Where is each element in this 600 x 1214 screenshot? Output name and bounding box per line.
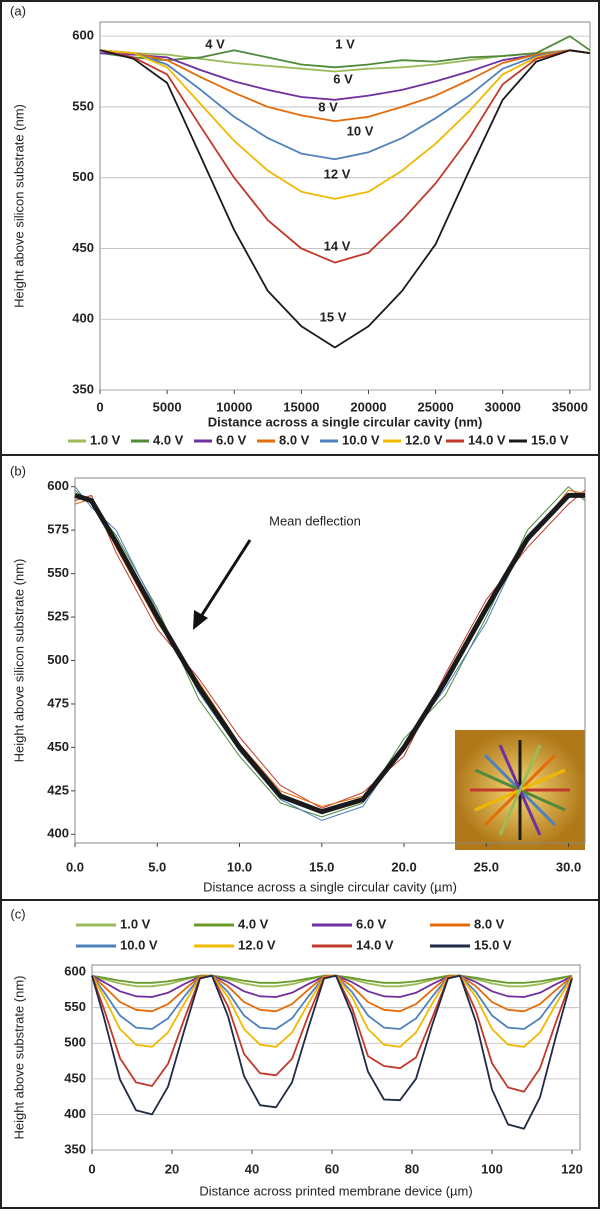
data-line	[99, 49, 591, 264]
y-tick-label: 350	[64, 1141, 86, 1156]
annotation: 10 V	[347, 123, 374, 138]
x-tick-label: 30000	[485, 399, 521, 414]
data-line	[99, 49, 591, 161]
x-tick-label: 35000	[552, 399, 588, 414]
legend-label: 10.0 V	[120, 937, 158, 952]
y-tick-label: 400	[47, 826, 69, 841]
x-tick-label: 120	[561, 1161, 583, 1176]
y-tick-label: 550	[47, 565, 69, 580]
y-axis-label: Height above silicon substrate (nm)	[11, 104, 26, 308]
inset-image	[455, 730, 585, 850]
y-tick-label: 400	[64, 1106, 86, 1121]
y-tick-label: 450	[47, 739, 69, 754]
legend-label: 14.0 V	[356, 937, 394, 952]
y-axis-label: Height above substrate (nm)	[11, 975, 26, 1139]
y-tick-label: 500	[64, 1035, 86, 1050]
legend-label: 12.0 V	[405, 432, 443, 447]
x-tick-label: 20.0	[391, 859, 416, 874]
data-line	[99, 49, 591, 101]
x-tick-label: 25.0	[474, 859, 499, 874]
annotation: 14 V	[324, 238, 351, 253]
legend-label: 1.0 V	[90, 432, 121, 447]
x-tick-label: 60	[325, 1161, 339, 1176]
x-tick-label: 5000	[153, 399, 182, 414]
annotation: 1 V	[335, 36, 355, 51]
y-tick-label: 500	[47, 652, 69, 667]
x-tick-label: 15000	[283, 399, 319, 414]
data-line	[91, 974, 573, 1130]
annotation: 15 V	[320, 309, 347, 324]
data-line	[91, 974, 573, 998]
x-tick-label: 40	[245, 1161, 259, 1176]
data-line	[74, 492, 585, 815]
arrow	[193, 539, 252, 630]
x-axis-label: Distance across a single circular cavity…	[203, 879, 457, 894]
data-line	[91, 974, 573, 1048]
y-tick-label: 400	[72, 311, 94, 326]
legend-label: 1.0 V	[120, 916, 151, 931]
x-tick-label: 100	[481, 1161, 503, 1176]
x-tick-label: 80	[405, 1161, 419, 1176]
annotation: Mean deflection	[269, 513, 361, 528]
legend-label: 14.0 V	[468, 432, 506, 447]
x-tick-label: 10000	[216, 399, 252, 414]
x-axis-label: Distance across printed membrane device …	[199, 1183, 472, 1198]
x-tick-label: 10.0	[227, 859, 252, 874]
legend-label: 6.0 V	[356, 916, 387, 931]
panel-label: (b)	[10, 463, 26, 478]
x-tick-label: 25000	[418, 399, 454, 414]
legend-label: 6.0 V	[216, 432, 247, 447]
x-tick-label: 20000	[350, 399, 386, 414]
annotation: 8 V	[318, 99, 338, 114]
x-tick-label: 20	[165, 1161, 179, 1176]
data-line	[99, 35, 591, 69]
y-tick-label: 350	[72, 381, 94, 396]
legend-label: 10.0 V	[342, 432, 380, 447]
panel-label: (a)	[10, 3, 26, 18]
y-tick-label: 600	[72, 28, 94, 43]
legend-label: 15.0 V	[474, 937, 512, 952]
x-tick-label: 30.0	[556, 859, 581, 874]
x-tick-label: 15.0	[309, 859, 334, 874]
x-tick-label: 0	[88, 1161, 95, 1176]
y-tick-label: 600	[47, 478, 69, 493]
y-tick-label: 550	[72, 98, 94, 113]
annotation: 12 V	[324, 166, 351, 181]
y-tick-label: 500	[72, 169, 94, 184]
x-axis-label: Distance across a single circular cavity…	[208, 414, 483, 429]
y-tick-label: 575	[47, 522, 69, 537]
y-tick-label: 525	[47, 608, 69, 623]
y-tick-label: 550	[64, 999, 86, 1014]
data-line	[91, 974, 573, 1030]
x-tick-label: 0.0	[66, 859, 84, 874]
x-tick-label: 5.0	[148, 859, 166, 874]
y-tick-label: 450	[64, 1070, 86, 1085]
y-tick-label: 475	[47, 695, 69, 710]
legend-label: 4.0 V	[238, 916, 269, 931]
y-axis-label: Height above silicon substrate (nm)	[11, 559, 26, 763]
legend-label: 15.0 V	[531, 432, 569, 447]
y-tick-label: 425	[47, 782, 69, 797]
annotation: 4 V	[205, 36, 225, 51]
x-tick-label: 0	[96, 399, 103, 414]
data-line	[99, 49, 591, 200]
data-line	[99, 49, 591, 122]
panel-label: (c)	[10, 906, 25, 921]
y-tick-label: 450	[72, 240, 94, 255]
y-tick-label: 600	[64, 964, 86, 979]
legend-label: 8.0 V	[474, 916, 505, 931]
legend-label: 12.0 V	[238, 937, 276, 952]
data-line	[99, 49, 591, 349]
legend-label: 8.0 V	[279, 432, 310, 447]
annotation: 6 V	[333, 71, 353, 86]
legend-label: 4.0 V	[153, 432, 184, 447]
